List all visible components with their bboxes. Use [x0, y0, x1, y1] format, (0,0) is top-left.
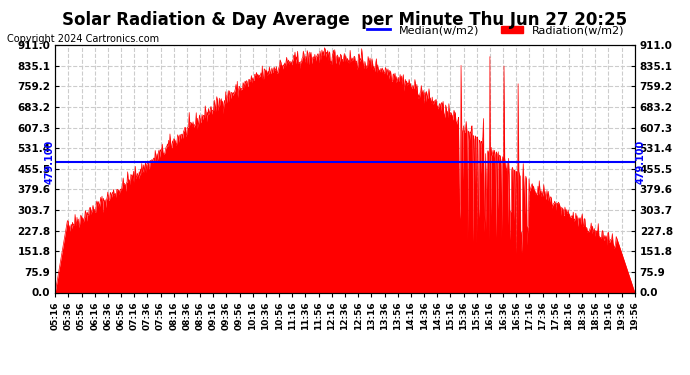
Text: 479.100: 479.100 — [45, 140, 55, 184]
Text: 479.100: 479.100 — [635, 140, 645, 184]
Legend: Median(w/m2), Radiation(w/m2): Median(w/m2), Radiation(w/m2) — [363, 21, 629, 40]
Text: Copyright 2024 Cartronics.com: Copyright 2024 Cartronics.com — [7, 34, 159, 44]
Text: Solar Radiation & Day Average  per Minute Thu Jun 27 20:25: Solar Radiation & Day Average per Minute… — [62, 11, 628, 29]
